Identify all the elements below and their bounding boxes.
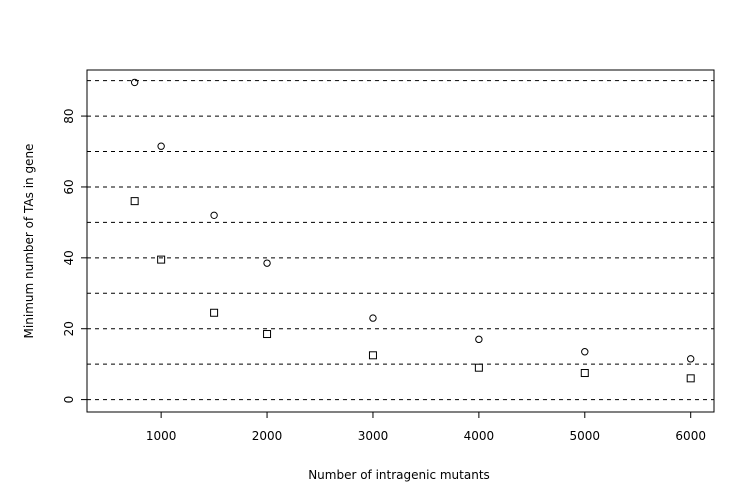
x-tick-label: 5000 — [570, 429, 601, 443]
x-tick-label: 6000 — [675, 429, 706, 443]
circle-point — [686, 355, 695, 363]
square-point — [210, 308, 219, 317]
x-tick-label: 4000 — [464, 429, 495, 443]
x-axis: 1000 2000 3000 4000 5000 6000 — [146, 411, 706, 443]
x-tick-label: 2000 — [252, 429, 283, 443]
square-point — [130, 197, 139, 206]
y-tick-label: 80 — [62, 108, 76, 123]
square-point — [580, 369, 589, 378]
y-tick-label: 60 — [62, 179, 76, 194]
circle-point — [130, 78, 139, 87]
square-point — [368, 351, 377, 360]
circle-point — [369, 314, 377, 322]
x-axis-title: Number of intragenic mutants — [308, 468, 490, 482]
square-point — [263, 330, 272, 339]
y-tick-label: 40 — [62, 250, 76, 265]
y-tick-label: 20 — [62, 321, 76, 336]
y-axis-title: Minimum number of TAs in gene — [22, 144, 36, 339]
y-tick-label: 0 — [62, 396, 76, 404]
square-point — [686, 374, 695, 383]
circle-point — [581, 348, 589, 356]
square-point — [474, 363, 483, 372]
plot-frame — [86, 69, 715, 413]
square-point — [157, 255, 166, 264]
y-axis: 0 20 40 60 80 — [62, 108, 88, 404]
x-tick-label: 1000 — [146, 429, 177, 443]
circle-point — [157, 142, 165, 150]
data-points — [130, 78, 695, 383]
circle-point — [263, 259, 271, 267]
x-tick-label: 3000 — [358, 429, 389, 443]
circle-point — [475, 335, 483, 344]
circle-point — [210, 211, 218, 220]
gridlines — [87, 80, 714, 401]
